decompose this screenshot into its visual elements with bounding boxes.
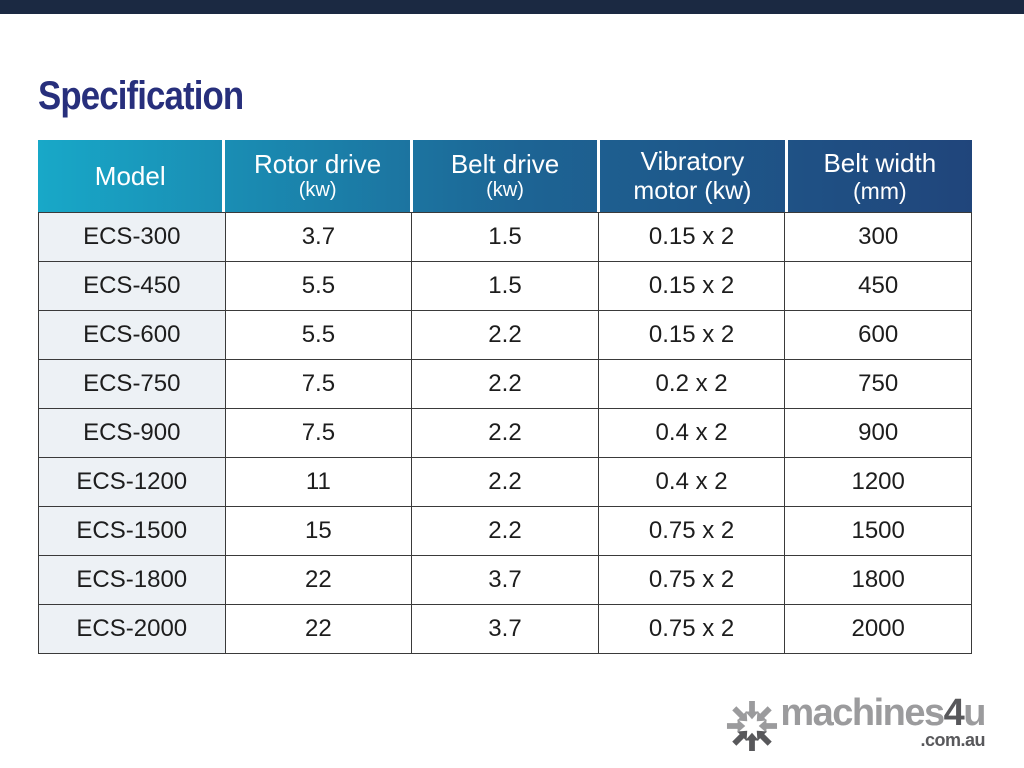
model-cell: ECS-750 [38,359,226,409]
model-cell: ECS-450 [38,261,226,311]
value-cell: 0.75 x 2 [597,506,786,556]
value-cell: 2.2 [411,408,599,458]
column-header-unit: (kw) [298,179,337,202]
logo-word-light: machines [780,692,945,734]
column-header-label: Model [94,160,166,191]
value-cell: 11 [224,457,413,507]
machines4u-logo: machines4u .com.au [726,692,986,753]
column-header-label: Belt width [823,147,937,178]
value-cell: 1.5 [411,261,599,311]
column-header-unit: motor (kw) [633,176,752,205]
logo-domain: .com.au [920,729,985,750]
table-data: ECS-300 3.7 1.5 0.15 x 2 300 ECS-450 5.5 1.5 0.1… [38,212,972,654]
value-cell: 5.5 [224,261,413,311]
specification-table: Model Rotor drive (kw) Belt drive (kw) Vibrat… [38,140,972,654]
value-cell: 900 [784,408,972,458]
value-cell: 0.15 x 2 [597,310,786,360]
value-cell: 1.5 [411,212,599,262]
value-cell: 450 [784,261,972,311]
table-row: ECS-1800 22 3.7 0.75 x 2 1800 [38,555,972,605]
value-cell: 5.5 [224,310,413,360]
value-cell: 2.2 [411,359,599,409]
column-header-label: Belt drive [450,149,560,180]
page-title: Specification [38,74,244,118]
value-cell: 3.7 [411,604,599,654]
table-row: ECS-600 5.5 2.2 0.15 x 2 600 [38,310,972,360]
column-header: Vibratory motor (kw) [597,140,784,212]
value-cell: 0.2 x 2 [597,359,786,409]
model-cell: ECS-1200 [38,457,226,507]
table-row: ECS-2000 22 3.7 0.75 x 2 2000 [38,604,972,654]
column-header: Model [38,140,222,212]
value-cell: 22 [224,604,413,654]
spec-table-body: ECS-300 3.7 1.5 0.15 x 2 300 ECS-450 5.5 1.5 0.1… [38,212,972,654]
value-cell: 3.7 [411,555,599,605]
model-cell: ECS-300 [38,212,226,262]
model-cell: ECS-1800 [38,555,226,605]
value-cell: 2000 [784,604,972,654]
value-cell: 0.4 x 2 [597,408,786,458]
value-cell: 15 [224,506,413,556]
top-bar [0,0,1024,14]
value-cell: 300 [784,212,972,262]
table-row: ECS-450 5.5 1.5 0.15 x 2 450 [38,261,972,311]
table-header-row: Model Rotor drive (kw) Belt drive (kw) Vibrat… [38,140,972,212]
model-cell: ECS-900 [38,408,226,458]
table-row: ECS-900 7.5 2.2 0.4 x 2 900 [38,408,972,458]
column-header-label: Vibratory [640,146,745,177]
value-cell: 1800 [784,555,972,605]
column-header-unit: (mm) [853,177,907,204]
value-cell: 7.5 [224,359,413,409]
model-cell: ECS-600 [38,310,226,360]
value-cell: 1200 [784,457,972,507]
snowflake-arrows-icon [727,700,778,752]
value-cell: 2.2 [411,457,599,507]
value-cell: 2.2 [411,506,599,556]
model-cell: ECS-1500 [38,506,226,556]
value-cell: 3.7 [224,212,413,262]
logo-word-dark: 4 [943,692,965,734]
table-row: ECS-300 3.7 1.5 0.15 x 2 300 [38,212,972,262]
value-cell: 600 [784,310,972,360]
column-header: Belt width (mm) [784,140,972,212]
value-cell: 1500 [784,506,972,556]
column-header-label: Rotor drive [254,149,382,180]
table-row: ECS-750 7.5 2.2 0.2 x 2 750 [38,359,972,409]
model-cell: ECS-2000 [38,604,226,654]
column-header: Belt drive (kw) [409,140,597,212]
table-row: ECS-1500 15 2.2 0.75 x 2 1500 [38,506,972,556]
value-cell: 0.75 x 2 [597,604,786,654]
value-cell: 0.75 x 2 [597,555,786,605]
value-cell: 0.15 x 2 [597,261,786,311]
value-cell: 0.4 x 2 [597,457,786,507]
value-cell: 750 [784,359,972,409]
column-header-unit: (kw) [486,179,524,202]
column-header: Rotor drive (kw) [222,140,409,212]
value-cell: 0.15 x 2 [597,212,786,262]
table-row: ECS-1200 11 2.2 0.4 x 2 1200 [38,457,972,507]
value-cell: 22 [224,555,413,605]
value-cell: 7.5 [224,408,413,458]
logo-wordmark: machines4u [780,692,986,734]
logo-word-tail: u [963,692,986,734]
value-cell: 2.2 [411,310,599,360]
